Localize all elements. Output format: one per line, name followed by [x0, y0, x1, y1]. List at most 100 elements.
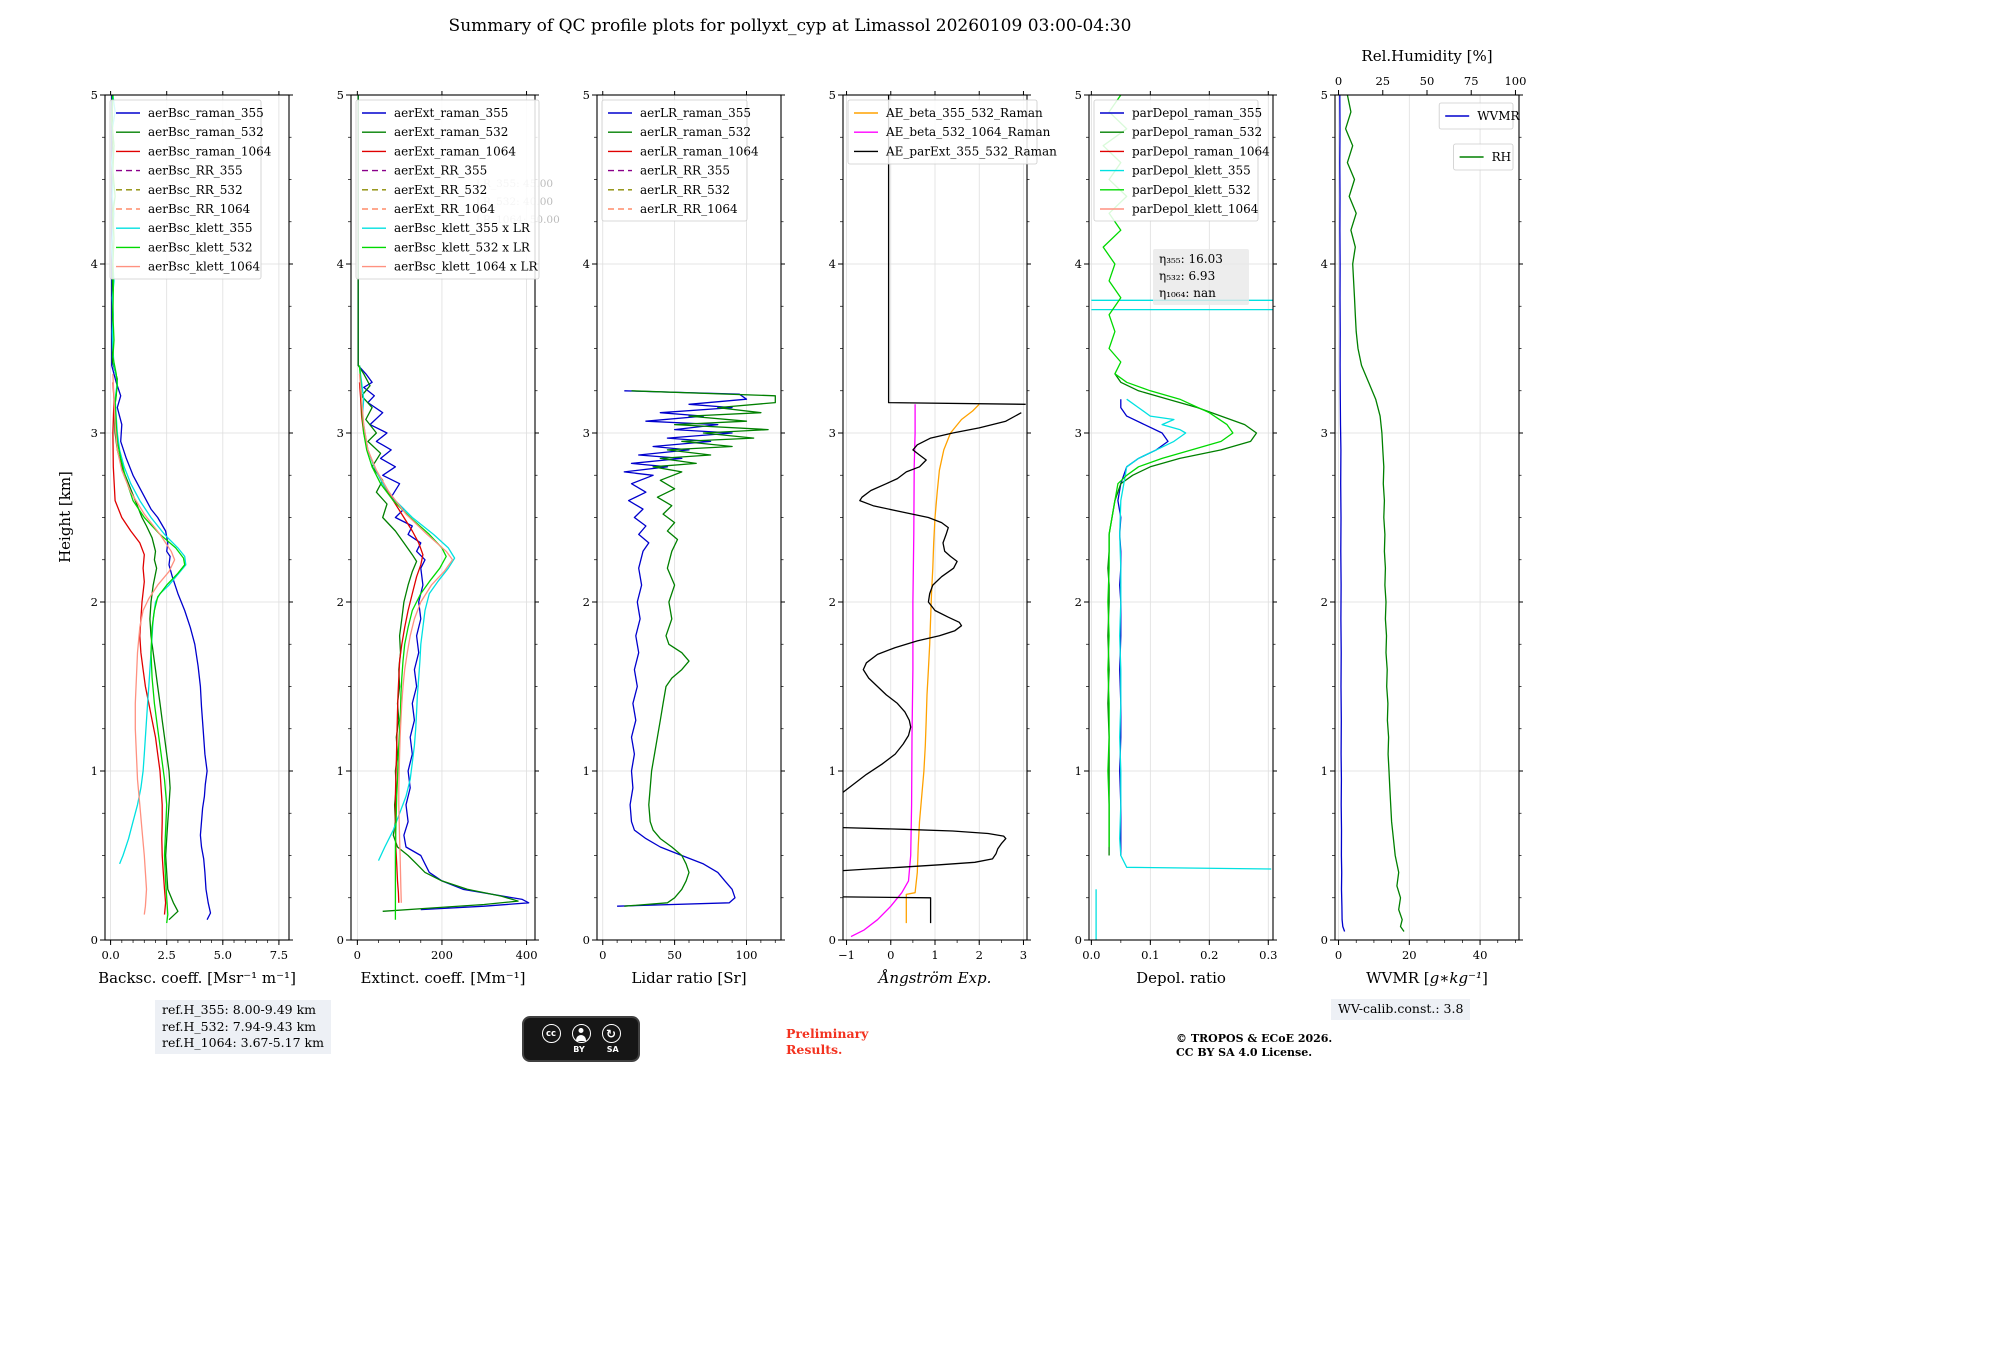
svg-text:aerBsc_klett_355: aerBsc_klett_355	[148, 221, 252, 235]
svg-text:aerLR_RR_1064: aerLR_RR_1064	[640, 202, 738, 216]
svg-text:parDepol_klett_355: parDepol_klett_355	[1132, 164, 1251, 178]
svg-text:aerExt_raman_532: aerExt_raman_532	[394, 125, 508, 139]
series-RH	[1344, 95, 1405, 932]
ref-height-532: ref.H_532: 7.94-9.43 km	[162, 1018, 317, 1034]
series-group	[843, 95, 1026, 938]
svg-text:parDepol_klett_532: parDepol_klett_532	[1132, 183, 1251, 197]
panel-backscatter: 0 1 2 3 4 5 0.0 2.5 5.0 7.5 Backsc. coeff. [Msr⁻¹ …	[91, 88, 296, 987]
svg-text:parDepol_raman_1064: parDepol_raman_1064	[1132, 144, 1270, 158]
svg-text:RH: RH	[1492, 150, 1512, 164]
svg-text:aerBsc_RR_532: aerBsc_RR_532	[148, 183, 243, 197]
ref-height-note: ref.H_355: 8.00-9.49 km ref.H_532: 7.94-…	[155, 1000, 331, 1054]
ref-height-1064: ref.H_1064: 3.67-5.17 km	[162, 1035, 324, 1050]
svg-text:aerLR_RR_532: aerLR_RR_532	[640, 183, 730, 197]
series-group	[1091, 95, 1273, 940]
series-AE_parExt_355_532_Raman	[887, 95, 1026, 405]
svg-text:0.2: 0.2	[1200, 948, 1218, 962]
svg-text:aerLR_raman_1064: aerLR_raman_1064	[640, 144, 759, 158]
share-alike-icon: ↻	[601, 1024, 621, 1043]
svg-text:1: 1	[1321, 764, 1328, 778]
xlabel-extinction: Extinct. coeff. [Mm⁻¹]	[360, 969, 525, 987]
svg-text:3: 3	[91, 426, 98, 440]
svg-text:7.5: 7.5	[270, 948, 288, 962]
svg-text:3: 3	[1321, 426, 1328, 440]
cc-sa-label: SA	[606, 1045, 619, 1054]
svg-text:aerBsc_raman_532: aerBsc_raman_532	[148, 125, 264, 139]
svg-text:0: 0	[337, 933, 344, 947]
svg-text:2.5: 2.5	[158, 948, 176, 962]
svg-text:25: 25	[1375, 74, 1390, 88]
svg-text:0.3: 0.3	[1259, 948, 1277, 962]
figure-title: Summary of QC profile plots for pollyxt_…	[448, 16, 1132, 36]
series-aerBsc_raman_355	[111, 95, 212, 920]
svg-text:aerLR_RR_355: aerLR_RR_355	[640, 164, 730, 178]
series-WVMR	[1339, 95, 1346, 932]
svg-text:200: 200	[431, 948, 453, 962]
svg-text:0: 0	[829, 933, 836, 947]
svg-text:4: 4	[829, 257, 836, 271]
legend: aerExt_raman_355 aerExt_raman_532 aerExt_r…	[355, 99, 540, 280]
svg-text:0: 0	[1321, 933, 1328, 947]
series-AE_parExt_355_532_Raman	[843, 412, 1022, 794]
svg-text:aerLR_raman_532: aerLR_raman_532	[640, 125, 751, 139]
svg-text:5.0: 5.0	[214, 948, 232, 962]
svg-text:AE_parExt_355_532_Raman: AE_parExt_355_532_Raman	[885, 144, 1057, 158]
svg-text:2: 2	[829, 595, 836, 609]
svg-text:3: 3	[1020, 948, 1027, 962]
svg-text:aerBsc_raman_355: aerBsc_raman_355	[148, 106, 264, 120]
svg-text:aerLR_raman_355: aerLR_raman_355	[640, 106, 751, 120]
series-AE_beta_355_532_Raman	[905, 403, 980, 924]
svg-text:1: 1	[931, 948, 938, 962]
height-axis-label: Height [km]	[56, 471, 74, 563]
svg-text:50: 50	[1420, 74, 1435, 88]
svg-text:400: 400	[516, 948, 538, 962]
series-aerBsc_klett_532 x LR	[358, 365, 447, 920]
ref-height-355: ref.H_355: 8.00-9.49 km	[162, 1002, 317, 1017]
svg-text:4: 4	[583, 257, 590, 271]
series-aerLR_raman_532	[624, 390, 776, 907]
axes: 0 1 2 3 4 5 0.0 2.5 5.0 7.5 Backsc. coeff. [Msr⁻¹ …	[91, 88, 296, 987]
svg-text:2: 2	[976, 948, 983, 962]
gridlines	[1335, 95, 1519, 940]
svg-text:aerBsc_klett_1064: aerBsc_klett_1064	[148, 260, 260, 274]
series-group	[357, 95, 530, 920]
svg-text:0.1: 0.1	[1141, 948, 1159, 962]
svg-text:parDepol_klett_1064: parDepol_klett_1064	[1132, 202, 1259, 216]
svg-text:5: 5	[829, 88, 836, 102]
panel-extinction: LR_355: 45.00LR_532: 40.00LR_1064: 50.00…	[337, 88, 560, 987]
svg-text:0.0: 0.0	[101, 948, 119, 962]
svg-text:2: 2	[583, 595, 590, 609]
svg-text:0: 0	[887, 948, 894, 962]
svg-text:WVMR: WVMR	[1477, 109, 1520, 123]
cc-by-label: BY	[573, 1045, 585, 1054]
svg-text:3: 3	[1075, 426, 1082, 440]
gridlines	[1089, 95, 1273, 940]
svg-text:η₅₃₂: 6.93: η₅₃₂: 6.93	[1159, 269, 1215, 283]
svg-text:aerExt_raman_355: aerExt_raman_355	[394, 106, 508, 120]
svg-text:100: 100	[1504, 74, 1526, 88]
copyright-note: © TROPOS & ECoE 2026. CC BY SA 4.0 Licen…	[1176, 1032, 1333, 1060]
svg-text:0: 0	[583, 933, 590, 947]
svg-text:aerBsc_klett_532 x LR: aerBsc_klett_532 x LR	[394, 240, 531, 254]
series-group	[617, 390, 776, 907]
xlabel-backscatter: Backsc. coeff. [Msr⁻¹ m⁻¹]	[98, 969, 296, 987]
legend-RH: RH	[1453, 143, 1514, 171]
svg-text:0: 0	[354, 948, 361, 962]
svg-text:AE_beta_532_1064_Raman: AE_beta_532_1064_Raman	[885, 125, 1051, 139]
legend: aerLR_raman_355 aerLR_raman_532 aerLR_rama…	[601, 99, 759, 222]
svg-text:aerBsc_klett_355 x LR: aerBsc_klett_355 x LR	[394, 221, 531, 235]
svg-text:2: 2	[91, 595, 98, 609]
axes: 0 1 2 3 4 5 0.0 0.1 0.2 0.3 Depol. ratio	[1075, 88, 1278, 987]
svg-text:parDepol_raman_532: parDepol_raman_532	[1132, 125, 1262, 139]
svg-text:aerBsc_raman_1064: aerBsc_raman_1064	[148, 144, 272, 158]
cc-icon: cc	[541, 1024, 561, 1043]
svg-text:40: 40	[1473, 948, 1488, 962]
series-aerBsc_klett_1064 x LR	[358, 373, 454, 903]
attribution-person-icon	[571, 1024, 591, 1043]
